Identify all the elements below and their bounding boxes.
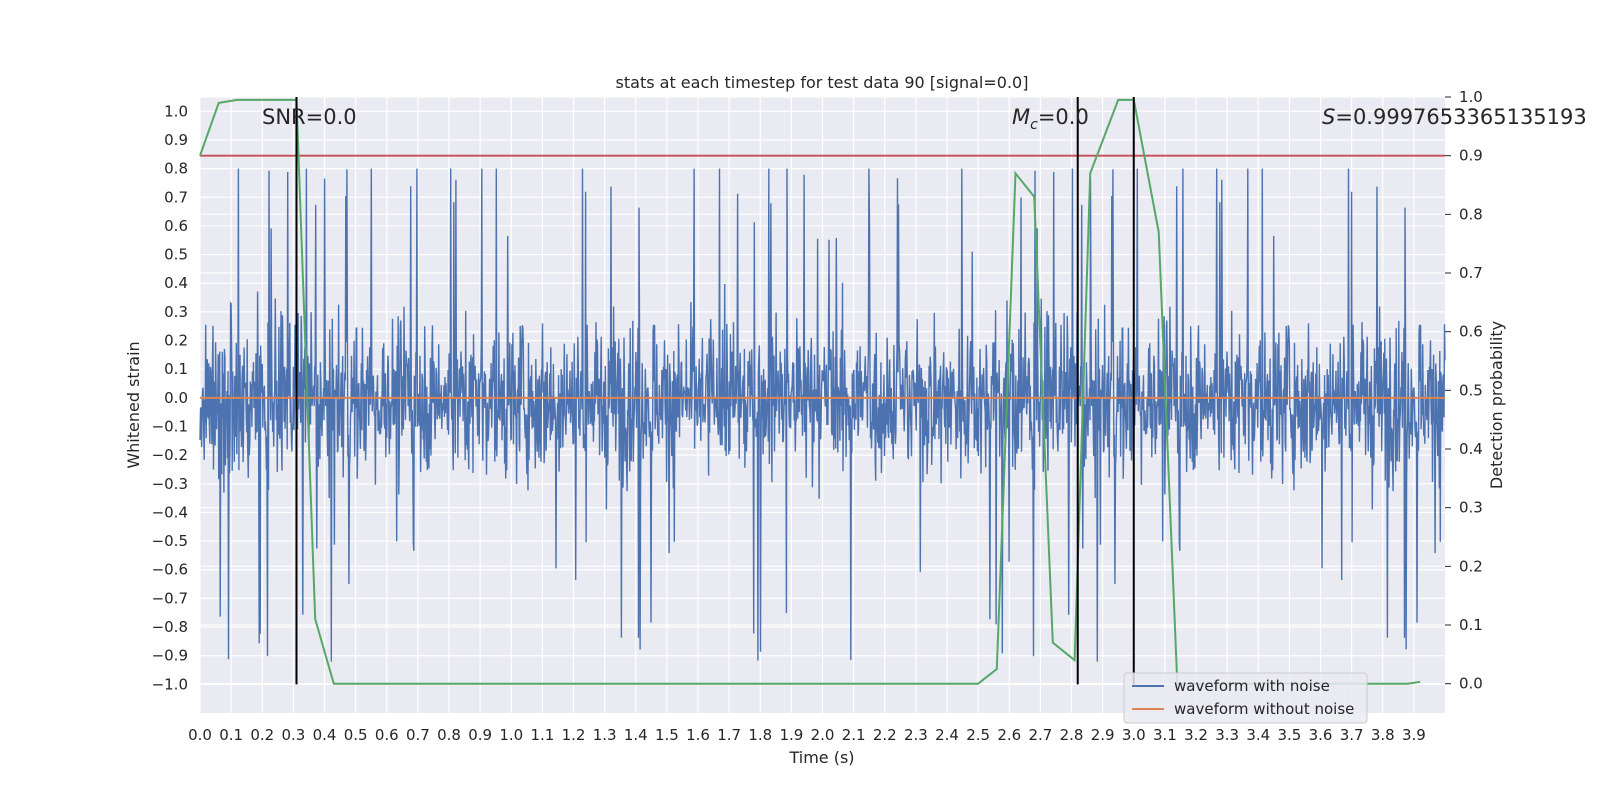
x-tick-label: 3.7	[1340, 726, 1364, 744]
y-tick-label: −0.1	[152, 417, 188, 435]
s-annotation: S=0.9997653365135193	[1322, 105, 1587, 129]
y-tick-label: 0.0	[164, 389, 188, 407]
x-tick-label: 3.4	[1246, 726, 1270, 744]
x-tick-label: 1.7	[717, 726, 741, 744]
x-tick-label: 1.4	[624, 726, 648, 744]
x-tick-label: 0.5	[344, 726, 368, 744]
x-tick-label: 0.7	[406, 726, 430, 744]
y-tick-label: 0.3	[164, 303, 188, 321]
y-tick-label: −1.0	[152, 675, 188, 693]
y-tick-labels: 1.0 0.9 0.8 0.7 0.6 0.5 0.4 0.3 0.2 0.1 0.0 −0.1 −0.…	[152, 102, 188, 693]
y-tick-label: −0.2	[152, 446, 188, 464]
y-right-tick-label: 0.4	[1459, 440, 1483, 458]
x-tick-label: 2.0	[811, 726, 835, 744]
x-tick-label: 2.8	[1060, 726, 1084, 744]
x-tick-label: 2.6	[997, 726, 1021, 744]
y-right-axis-label: Detection probability	[1487, 321, 1506, 489]
x-tick-label: 3.6	[1309, 726, 1333, 744]
x-tick-label: 0.8	[437, 726, 461, 744]
x-tick-label: 0.0	[188, 726, 212, 744]
y-tick-label: 0.7	[164, 188, 188, 206]
y-tick-label: −0.7	[152, 589, 188, 607]
legend-label-noise: waveform with noise	[1174, 677, 1330, 695]
y-tick-label: 0.6	[164, 217, 188, 235]
x-tick-label: 3.5	[1277, 726, 1301, 744]
x-tick-label: 2.4	[935, 726, 959, 744]
y-right-tick-labels: 1.0 0.9 0.8 0.7 0.6 0.5 0.4 0.3 0.2 0.1 0.0	[1445, 88, 1483, 693]
y-tick-label: 0.9	[164, 131, 188, 149]
y-right-tick-label: 0.8	[1459, 205, 1483, 223]
x-tick-label: 0.2	[250, 726, 274, 744]
x-tick-label: 0.1	[219, 726, 243, 744]
x-tick-label: 1.0	[499, 726, 523, 744]
x-tick-label: 3.3	[1215, 726, 1239, 744]
y-tick-label: 0.4	[164, 274, 188, 292]
y-right-tick-label: 0.6	[1459, 323, 1483, 341]
x-tick-label: 0.6	[375, 726, 399, 744]
x-tick-label: 3.9	[1402, 726, 1426, 744]
y-right-tick-label: 0.1	[1459, 616, 1483, 634]
chart-title: stats at each timestep for test data 90 …	[616, 73, 1029, 92]
y-tick-label: 1.0	[164, 102, 188, 120]
x-tick-label: 1.5	[655, 726, 679, 744]
x-tick-label: 2.3	[904, 726, 928, 744]
x-tick-label: 0.4	[313, 726, 337, 744]
x-tick-label: 1.1	[530, 726, 554, 744]
x-tick-label: 2.9	[1091, 726, 1115, 744]
y-tick-label: 0.1	[164, 360, 188, 378]
y-right-tick-label: 0.7	[1459, 264, 1483, 282]
x-tick-label: 1.9	[779, 726, 803, 744]
x-tick-labels: 0.0 0.1 0.2 0.3 0.4 0.5 0.6 0.7 0.8 0.9 1.0 1.1 1.2 1…	[188, 726, 1426, 744]
y-tick-label: −0.5	[152, 532, 188, 550]
vertical-markers	[295, 97, 1135, 685]
y-right-tick-label: 0.5	[1459, 381, 1483, 399]
y-tick-label: 0.5	[164, 246, 188, 264]
y-tick-label: −0.4	[152, 503, 188, 521]
legend-label-clean: waveform without noise	[1174, 700, 1354, 718]
y-axis-label: Whitened strain	[124, 341, 143, 468]
x-tick-label: 1.6	[686, 726, 710, 744]
x-tick-label: 3.2	[1184, 726, 1208, 744]
x-tick-label: 1.2	[562, 726, 586, 744]
x-tick-label: 0.9	[468, 726, 492, 744]
y-tick-label: −0.8	[152, 618, 188, 636]
y-right-tick-label: 0.9	[1459, 147, 1483, 165]
snr-annotation: SNR=0.0	[262, 105, 357, 129]
legend: waveform with noise waveform without noi…	[1123, 672, 1368, 724]
x-tick-label: 2.7	[1028, 726, 1052, 744]
chirp-mass-annotation: Mc=0.0	[1012, 105, 1089, 133]
y-tick-label: 0.8	[164, 160, 188, 178]
y-right-tick-label: 0.0	[1459, 675, 1483, 693]
x-tick-label: 2.1	[842, 726, 866, 744]
y-right-tick-label: 0.3	[1459, 499, 1483, 517]
y-tick-label: −0.3	[152, 475, 188, 493]
y-tick-label: 0.2	[164, 332, 188, 350]
x-tick-label: 3.0	[1122, 726, 1146, 744]
y-tick-label: −0.9	[152, 647, 188, 665]
x-tick-label: 2.2	[873, 726, 897, 744]
x-axis-label: Time (s)	[788, 748, 854, 767]
x-tick-label: 3.8	[1371, 726, 1395, 744]
x-tick-label: 2.5	[966, 726, 990, 744]
x-tick-label: 3.1	[1153, 726, 1177, 744]
x-tick-label: 1.8	[748, 726, 772, 744]
x-tick-label: 1.3	[593, 726, 617, 744]
y-tick-label: −0.6	[152, 561, 188, 579]
y-right-tick-label: 0.2	[1459, 557, 1483, 575]
y-right-tick-label: 1.0	[1459, 88, 1483, 106]
x-tick-label: 0.3	[281, 726, 305, 744]
legend-box	[1123, 672, 1368, 724]
